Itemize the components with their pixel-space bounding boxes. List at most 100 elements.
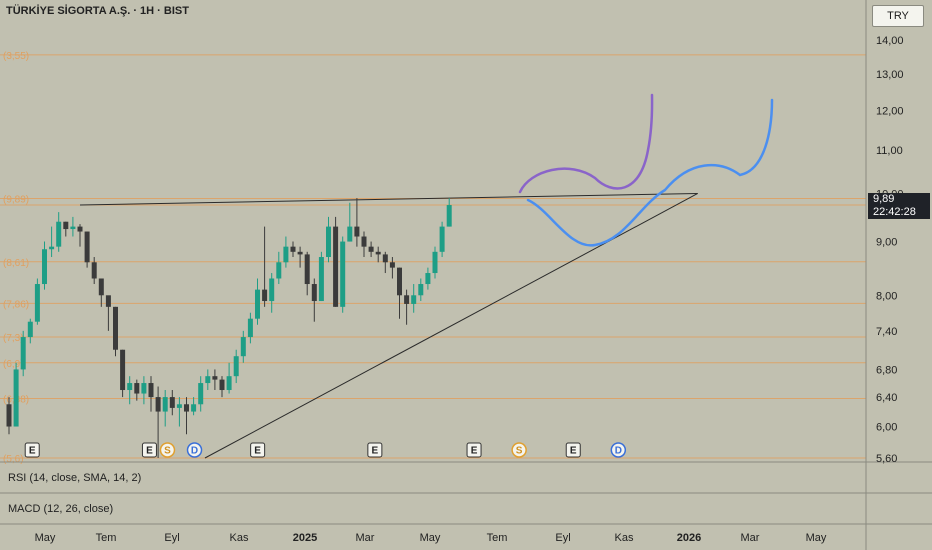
split-marker xyxy=(159,442,176,458)
event-marker-label: D xyxy=(615,446,622,457)
price-tick: 6,80 xyxy=(876,364,897,376)
price-tick: 14,00 xyxy=(876,35,904,47)
candle-body xyxy=(219,379,225,391)
split-marker xyxy=(511,442,527,458)
candle-body xyxy=(56,221,62,247)
event-marker-label: E xyxy=(146,446,153,457)
candle-body xyxy=(411,295,417,304)
candle-body xyxy=(27,321,33,338)
earnings-marker xyxy=(565,442,581,458)
price-axis[interactable]: 14,0013,0012,0011,0010,009,008,007,406,8… xyxy=(876,35,904,465)
time-axis[interactable]: May Tem Eyl Kas 2025 Mar May Tem Eyl Kas 2026 Mar Ma… xyxy=(35,532,827,544)
candle-body xyxy=(354,226,360,237)
candle-body xyxy=(269,278,275,302)
earnings-marker xyxy=(466,442,482,458)
macd-pane-label[interactable]: MACD (12, 26, close) xyxy=(8,503,114,515)
candle-body xyxy=(6,404,12,427)
fib-label: (5,6) xyxy=(3,454,24,465)
price-tick: 9,00 xyxy=(876,237,897,249)
candle-body xyxy=(283,246,289,263)
event-marker-label: E xyxy=(372,446,379,457)
candle-body xyxy=(247,318,253,338)
candle-body xyxy=(326,226,331,258)
event-marker-label: S xyxy=(516,446,523,457)
earnings-marker xyxy=(367,442,383,458)
triangle-pattern[interactable] xyxy=(79,192,698,459)
price-tick: 5,60 xyxy=(876,453,897,465)
candle-body xyxy=(191,404,197,412)
fib-levels xyxy=(0,54,866,459)
candle-body xyxy=(105,295,111,307)
candle-body xyxy=(297,251,303,255)
projection-paths[interactable] xyxy=(518,93,774,247)
fib-label: (9,89) xyxy=(3,195,29,206)
candle-body xyxy=(148,383,154,398)
candle-body xyxy=(13,369,19,427)
candle-body xyxy=(290,246,296,252)
candle-body xyxy=(98,278,104,296)
candle-body xyxy=(255,289,260,319)
candle-body xyxy=(439,226,445,252)
candle-body xyxy=(262,289,268,302)
symbol-title[interactable]: TÜRKİYE SİGORTA A.Ş. · 1H · BIST xyxy=(6,5,189,17)
candle-body xyxy=(155,397,161,412)
candle-body xyxy=(311,284,317,302)
candle-body xyxy=(184,404,189,412)
candle-body xyxy=(375,251,381,255)
candle-body xyxy=(91,262,97,279)
currency-selector[interactable]: TRY xyxy=(872,5,924,27)
candle-body xyxy=(340,241,346,307)
candle-countdown-tag: 22:42:28 xyxy=(868,206,930,219)
time-tick: Mar xyxy=(741,532,760,544)
event-marker-label: E xyxy=(570,446,577,457)
candle-body xyxy=(233,356,239,377)
candle-body xyxy=(318,257,324,302)
candle-body xyxy=(134,383,140,394)
time-tick: 2025 xyxy=(293,532,317,544)
candle-body xyxy=(418,284,424,296)
time-tick: Eyl xyxy=(555,532,570,544)
price-tick: 6,40 xyxy=(876,392,897,404)
candle-body xyxy=(49,246,55,250)
candle-body xyxy=(226,376,232,391)
candle-body xyxy=(397,267,402,296)
candle-countdown: 22:42:28 xyxy=(873,206,916,218)
time-tick: Tem xyxy=(487,532,508,544)
candle-body xyxy=(63,221,69,230)
dividend-marker xyxy=(610,442,627,458)
time-tick: May xyxy=(420,532,441,544)
fib-label: (3,55) xyxy=(3,51,29,62)
event-marker-label: E xyxy=(254,446,261,457)
candle-body xyxy=(240,337,246,357)
candle-body xyxy=(361,236,367,247)
earnings-marker xyxy=(141,442,157,458)
current-price-tag: 9,89 xyxy=(868,193,930,206)
candle-body xyxy=(127,383,133,391)
time-tick: 2026 xyxy=(677,532,701,544)
current-price: 9,89 xyxy=(873,193,895,205)
candle-body xyxy=(347,226,353,242)
candle-body xyxy=(198,383,204,405)
event-marker-label: E xyxy=(471,446,478,457)
candle-body xyxy=(84,231,90,263)
candle-body xyxy=(212,376,218,380)
purple-projection-path xyxy=(518,93,654,194)
event-marker-label: E xyxy=(29,446,36,457)
candles[interactable] xyxy=(6,198,452,458)
time-tick: Mar xyxy=(356,532,375,544)
support-line xyxy=(204,193,698,459)
price-tick: 8,00 xyxy=(876,290,897,302)
candle-body xyxy=(120,349,126,391)
candle-body xyxy=(382,254,388,263)
candle-body xyxy=(205,376,211,384)
candle-body xyxy=(42,249,47,285)
event-marker-label: S xyxy=(164,446,171,457)
fib-label: (6,9) xyxy=(3,359,24,370)
dividend-marker xyxy=(186,442,203,458)
time-tick: Eyl xyxy=(164,532,179,544)
candle-body xyxy=(389,262,395,268)
price-tick: 13,00 xyxy=(876,69,904,81)
rsi-pane-label[interactable]: RSI (14, close, SMA, 14, 2) xyxy=(8,472,142,484)
